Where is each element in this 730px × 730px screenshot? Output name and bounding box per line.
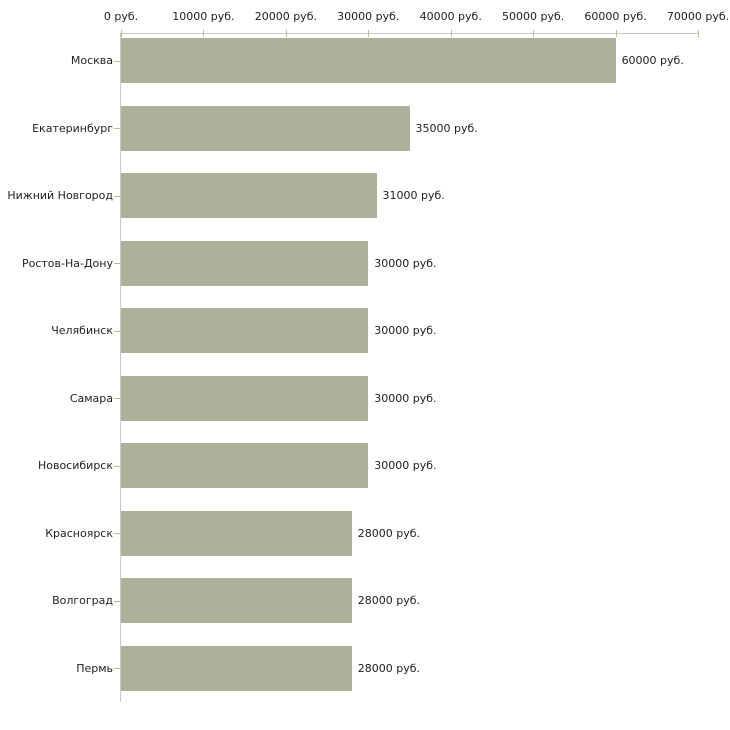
bar [121, 578, 352, 623]
category-label: Екатеринбург [32, 121, 113, 135]
value-label: 28000 руб. [357, 594, 421, 607]
category-tick-icon [114, 195, 120, 197]
x-tick-icon [533, 30, 535, 37]
category-label: Нижний Новгород [7, 189, 113, 202]
x-tick-icon [698, 30, 699, 37]
value-label: 30000 руб. [374, 256, 437, 270]
bar [121, 105, 410, 151]
y-axis-line [120, 33, 121, 702]
x-tick-icon [368, 30, 370, 37]
x-tick-label: 50000 руб. [502, 10, 565, 23]
x-tick-icon [615, 30, 617, 37]
category-label: Красноярск [45, 526, 113, 540]
bar [121, 38, 616, 83]
x-tick-label: 40000 руб. [419, 10, 482, 23]
x-tick-label: 70000 руб. [666, 10, 730, 23]
value-label: 31000 руб. [382, 189, 445, 202]
x-tick-icon [285, 30, 287, 37]
bar [121, 173, 377, 218]
value-label: 28000 руб. [357, 661, 421, 675]
x-tick-label: 20000 руб. [254, 10, 317, 23]
bar [121, 443, 369, 488]
bar [121, 308, 369, 353]
category-label: Ростов-На-Дону [21, 256, 113, 270]
bar [121, 375, 369, 421]
category-label: Пермь [76, 661, 113, 675]
x-tick-icon [450, 30, 452, 37]
category-tick-icon [114, 668, 120, 669]
bar [121, 510, 352, 556]
bar [121, 240, 369, 286]
category-tick-icon [114, 533, 120, 534]
x-tick-label: 60000 руб. [584, 10, 647, 23]
category-label: Челябинск [51, 324, 113, 337]
category-tick-icon [114, 398, 120, 399]
x-tick-label: 0 руб. [103, 10, 139, 23]
category-tick-icon [114, 128, 120, 129]
value-label: 35000 руб. [415, 121, 478, 135]
x-tick-icon [121, 30, 122, 37]
category-tick-icon [114, 60, 120, 62]
value-label: 30000 руб. [374, 459, 437, 472]
value-label: 28000 руб. [357, 526, 421, 540]
x-tick-icon [203, 30, 205, 37]
x-tick-label: 10000 руб. [172, 10, 235, 23]
category-label: Москва [70, 54, 113, 67]
category-tick-icon [114, 465, 120, 467]
category-tick-icon [114, 600, 120, 602]
category-label: Самара [69, 391, 113, 405]
category-tick-icon [114, 263, 120, 264]
bar [121, 645, 352, 691]
value-label: 30000 руб. [374, 391, 437, 405]
x-tick-label: 30000 руб. [337, 10, 400, 23]
value-label: 60000 руб. [621, 54, 684, 67]
category-label: Новосибирск [37, 459, 113, 472]
value-label: 30000 руб. [374, 324, 437, 337]
x-axis-line [120, 33, 699, 34]
category-tick-icon [114, 330, 120, 332]
category-label: Волгоград [52, 594, 113, 607]
